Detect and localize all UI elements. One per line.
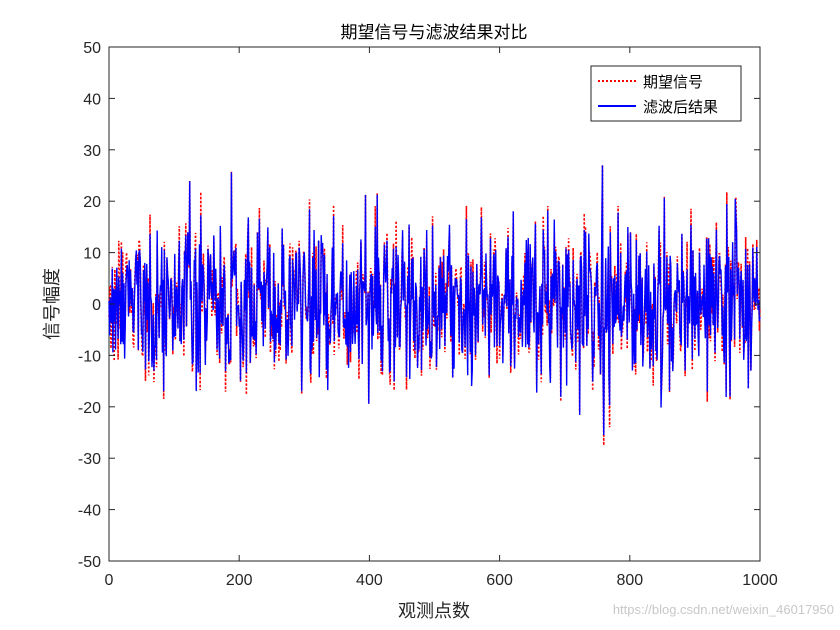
- x-tick-label: 400: [356, 572, 383, 589]
- y-axis-label: 信号幅度: [42, 268, 63, 340]
- legend-label-filtered: 滤波后结果: [643, 98, 718, 116]
- x-tick-label: 600: [486, 572, 513, 589]
- y-tick-label: -40: [78, 503, 101, 520]
- y-tick-label: 40: [83, 91, 101, 108]
- y-tick-label: 10: [83, 246, 101, 263]
- y-tick-label: -50: [78, 554, 101, 571]
- ticks-layer: 0 200 400 600 800 1000 50 40 30 20 10 0 -10 -20 -30 -40…: [78, 40, 778, 589]
- x-tick-label: 200: [226, 572, 253, 589]
- y-tick-label: 0: [92, 297, 101, 314]
- x-tick-label: 800: [616, 572, 643, 589]
- x-axis-label: 观测点数: [398, 601, 470, 622]
- y-tick-label: -20: [78, 400, 101, 417]
- y-tick-label: 30: [83, 143, 101, 160]
- series-layer: [108, 165, 761, 446]
- plot-area: 0 200 400 600 800 1000 50 40 30 20 10 0 -10 -20 -30 -40…: [78, 40, 778, 589]
- y-tick-label: -10: [78, 348, 101, 365]
- legend: 期望信号 滤波后结果: [590, 65, 742, 122]
- legend-box: [590, 65, 742, 122]
- x-tick-label: 0: [105, 572, 114, 589]
- watermark-text: https://blog.csdn.net/weixin_46017950: [613, 602, 834, 617]
- y-tick-label: -30: [78, 451, 101, 468]
- chart-title: 期望信号与滤波结果对比: [341, 23, 528, 43]
- legend-label-desired: 期望信号: [643, 73, 703, 91]
- series-line-filtered: [108, 165, 761, 436]
- y-tick-label: 20: [83, 194, 101, 211]
- y-tick-label: 50: [83, 40, 101, 57]
- x-tick-label: 1000: [742, 572, 778, 589]
